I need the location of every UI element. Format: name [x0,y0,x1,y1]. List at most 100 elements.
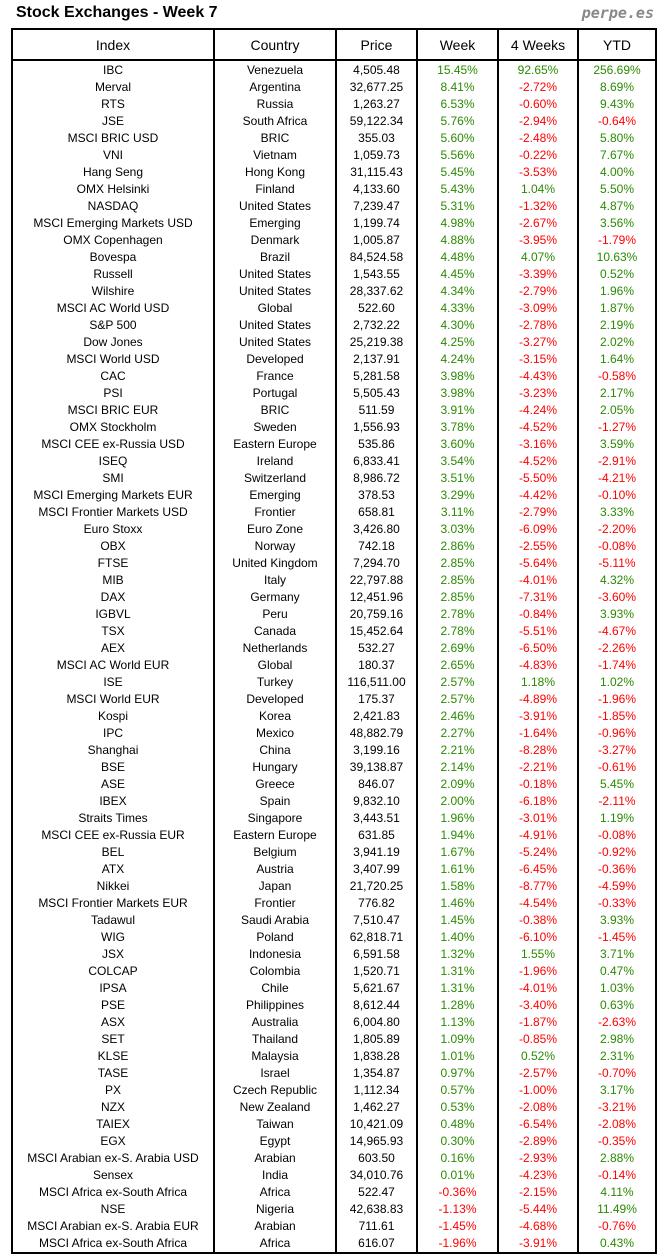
table-row: MSCI Emerging Markets USD Emerging 1,199.7… [11,215,657,232]
index-cell: ASX [11,1014,215,1031]
four-week-change-cell: -2.57% [497,1065,579,1082]
price-cell: 25,219.38 [335,334,418,351]
price-cell: 21,720.25 [335,878,418,895]
ytd-change-cell: 4.00% [577,164,657,181]
country-cell: Euro Zone [213,521,337,538]
country-cell: Hong Kong [213,164,337,181]
price-cell: 511.59 [335,402,418,419]
index-cell: Straits Times [11,810,215,827]
four-week-change-cell: -1.00% [497,1082,579,1099]
ytd-change-cell: 3.56% [577,215,657,232]
column-header-country[interactable]: Country [213,28,337,61]
four-week-change-cell: -2.93% [497,1150,579,1167]
index-cell: MSCI AC World USD [11,300,215,317]
price-cell: 5,281.58 [335,368,418,385]
table-row: MSCI BRIC EUR BRIC 511.59 3.91% -4.24% 2.05% [11,402,657,419]
country-cell: New Zealand [213,1099,337,1116]
price-cell: 7,239.47 [335,198,418,215]
week-change-cell: 3.98% [416,368,499,385]
country-cell: United Kingdom [213,555,337,572]
column-header-week[interactable]: Week [416,28,499,61]
index-cell: NSE [11,1201,215,1218]
country-cell: Poland [213,929,337,946]
week-change-cell: 1.09% [416,1031,499,1048]
price-cell: 34,010.76 [335,1167,418,1184]
index-cell: PSI [11,385,215,402]
ytd-change-cell: 3.17% [577,1082,657,1099]
ytd-change-cell: 5.50% [577,181,657,198]
price-cell: 776.82 [335,895,418,912]
four-week-change-cell: -3.39% [497,266,579,283]
week-change-cell: 1.31% [416,963,499,980]
country-cell: Italy [213,572,337,589]
column-header-price[interactable]: Price [335,28,418,61]
price-cell: 1,543.55 [335,266,418,283]
column-header-4-weeks[interactable]: 4 Weeks [497,28,579,61]
four-week-change-cell: -1.64% [497,725,579,742]
price-cell: 1,805.89 [335,1031,418,1048]
ytd-change-cell: 1.03% [577,980,657,997]
week-change-cell: 1.67% [416,844,499,861]
price-cell: 1,838.28 [335,1048,418,1065]
country-cell: Russia [213,96,337,113]
country-cell: Developed [213,691,337,708]
column-header-ytd[interactable]: YTD [577,28,657,61]
country-cell: BRIC [213,130,337,147]
index-cell: MSCI Frontier Markets USD [11,504,215,521]
week-change-cell: 3.78% [416,419,499,436]
four-week-change-cell: -3.40% [497,997,579,1014]
ytd-change-cell: 2.05% [577,402,657,419]
week-change-cell: 4.88% [416,232,499,249]
country-cell: Philippines [213,997,337,1014]
ytd-change-cell: -4.21% [577,470,657,487]
index-cell: COLCAP [11,963,215,980]
ytd-change-cell: 1.19% [577,810,657,827]
country-cell: United States [213,317,337,334]
week-change-cell: 3.60% [416,436,499,453]
country-cell: Mexico [213,725,337,742]
country-cell: Global [213,300,337,317]
country-cell: South Africa [213,113,337,130]
index-cell: EGX [11,1133,215,1150]
table-row: MSCI AC World EUR Global 180.37 2.65% -4.83%… [11,657,657,674]
four-week-change-cell: -2.15% [497,1184,579,1201]
four-week-change-cell: -3.09% [497,300,579,317]
table-row: FTSE United Kingdom 7,294.70 2.85% -5.64% -5.… [11,555,657,572]
four-week-change-cell: -4.91% [497,827,579,844]
week-change-cell: 4.24% [416,351,499,368]
price-cell: 8,612.44 [335,997,418,1014]
week-change-cell: 2.78% [416,606,499,623]
header-row: Index Country Price Week 4 Weeks YTD [11,28,657,61]
price-cell: 535.86 [335,436,418,453]
table-row: OMX Stockholm Sweden 1,556.93 3.78% -4.52% -1… [11,419,657,436]
price-cell: 8,986.72 [335,470,418,487]
country-cell: Africa [213,1184,337,1201]
price-cell: 1,199.74 [335,215,418,232]
country-cell: Ireland [213,453,337,470]
week-change-cell: 2.21% [416,742,499,759]
four-week-change-cell: -2.94% [497,113,579,130]
ytd-change-cell: 1.64% [577,351,657,368]
index-cell: SET [11,1031,215,1048]
page-title: Stock Exchanges - Week 7 [16,4,218,21]
index-cell: Euro Stoxx [11,521,215,538]
ytd-change-cell: -0.76% [577,1218,657,1235]
week-change-cell: 0.30% [416,1133,499,1150]
ytd-change-cell: 0.63% [577,997,657,1014]
table-row: IPSA Chile 5,621.67 1.31% -4.01% 1.03% [11,980,657,997]
index-cell: ASE [11,776,215,793]
country-cell: Denmark [213,232,337,249]
four-week-change-cell: -4.24% [497,402,579,419]
column-header-index[interactable]: Index [11,28,215,61]
week-change-cell: 5.56% [416,147,499,164]
index-cell: OMX Copenhagen [11,232,215,249]
ytd-change-cell: -2.20% [577,521,657,538]
country-cell: Argentina [213,79,337,96]
index-cell: MSCI AC World EUR [11,657,215,674]
ytd-change-cell: 8.69% [577,79,657,96]
ytd-change-cell: 3.59% [577,436,657,453]
index-cell: KLSE [11,1048,215,1065]
price-cell: 20,759.16 [335,606,418,623]
price-cell: 1,354.87 [335,1065,418,1082]
week-change-cell: 1.31% [416,980,499,997]
